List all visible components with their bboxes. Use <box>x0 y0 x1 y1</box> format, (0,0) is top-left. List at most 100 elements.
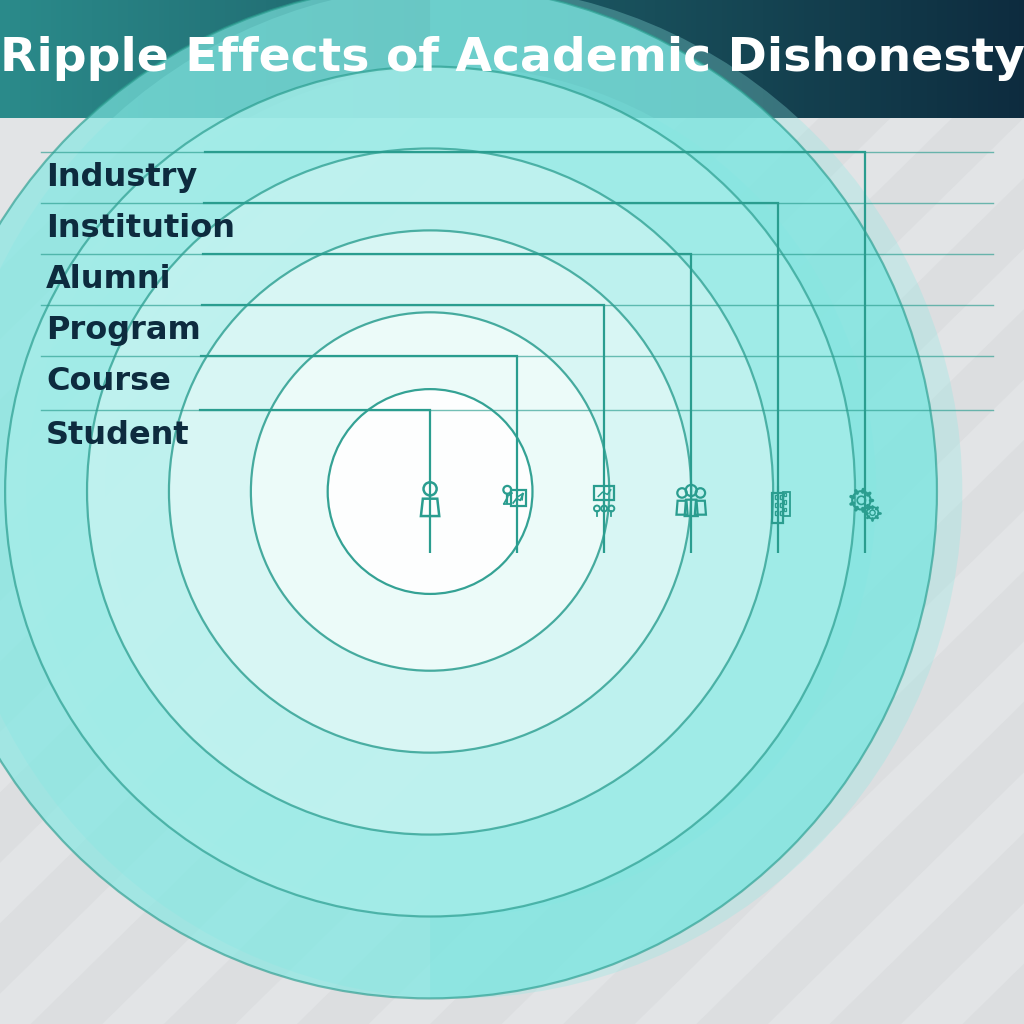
Bar <box>481 0 486 118</box>
Circle shape <box>104 148 791 835</box>
Bar <box>241 0 246 118</box>
Bar <box>266 0 271 118</box>
Polygon shape <box>297 118 1024 1024</box>
Bar <box>384 0 389 118</box>
Polygon shape <box>164 118 1024 1024</box>
Polygon shape <box>430 148 773 835</box>
Bar <box>189 0 195 118</box>
Bar <box>230 0 236 118</box>
Bar <box>256 0 261 118</box>
Polygon shape <box>0 118 492 1024</box>
Polygon shape <box>563 118 1024 1024</box>
Bar <box>640 0 645 118</box>
Bar <box>476 0 481 118</box>
Text: Course: Course <box>46 367 171 397</box>
Bar <box>604 0 609 118</box>
Circle shape <box>0 0 963 998</box>
Polygon shape <box>0 118 891 1024</box>
Bar <box>420 0 425 118</box>
Circle shape <box>169 230 691 753</box>
Bar <box>1004 0 1009 118</box>
Bar <box>794 0 799 118</box>
Bar <box>56 0 61 118</box>
Bar <box>312 0 317 118</box>
Bar <box>876 0 881 118</box>
Bar <box>891 0 896 118</box>
Bar <box>645 0 650 118</box>
Bar <box>850 0 855 118</box>
Bar <box>932 0 937 118</box>
Bar <box>780 495 782 499</box>
Bar <box>671 0 676 118</box>
Bar <box>5 0 10 118</box>
Bar <box>775 511 777 515</box>
Bar <box>594 486 614 500</box>
Bar <box>92 0 97 118</box>
Bar <box>466 0 471 118</box>
Bar <box>775 495 777 499</box>
Bar <box>784 501 786 504</box>
Bar <box>609 0 614 118</box>
Circle shape <box>182 230 705 753</box>
Polygon shape <box>0 118 625 1024</box>
Bar <box>814 0 819 118</box>
Bar <box>292 0 297 118</box>
Bar <box>691 0 696 118</box>
Bar <box>573 0 579 118</box>
Bar <box>184 0 189 118</box>
Bar <box>456 0 461 118</box>
Bar <box>681 0 686 118</box>
Polygon shape <box>963 118 1024 1024</box>
Bar <box>123 0 128 118</box>
Bar <box>102 0 108 118</box>
Polygon shape <box>696 118 1024 1024</box>
Bar <box>113 0 118 118</box>
Bar <box>947 0 952 118</box>
Bar <box>210 0 215 118</box>
Text: Student: Student <box>46 420 189 451</box>
Bar <box>522 0 527 118</box>
Bar <box>251 0 256 118</box>
Bar <box>297 0 302 118</box>
Bar <box>369 0 374 118</box>
Bar <box>507 0 512 118</box>
Bar <box>486 0 492 118</box>
Bar <box>772 494 782 522</box>
Bar <box>430 0 435 118</box>
Bar <box>236 0 241 118</box>
Bar <box>118 0 123 118</box>
Bar <box>261 0 266 118</box>
Bar <box>404 0 410 118</box>
Bar <box>333 0 338 118</box>
Bar <box>809 0 814 118</box>
Bar <box>553 0 558 118</box>
Bar <box>998 0 1004 118</box>
Bar <box>788 0 794 118</box>
Bar <box>82 0 87 118</box>
Bar <box>783 0 788 118</box>
Bar <box>492 0 497 118</box>
Bar <box>532 0 538 118</box>
Bar <box>901 0 906 118</box>
Bar <box>568 0 573 118</box>
Bar <box>620 0 625 118</box>
Bar <box>840 0 845 118</box>
Bar <box>169 0 174 118</box>
Bar <box>517 0 522 118</box>
Bar <box>67 0 72 118</box>
Bar <box>0 0 5 118</box>
Bar <box>635 0 640 118</box>
Bar <box>174 0 179 118</box>
Bar <box>758 0 763 118</box>
Circle shape <box>87 148 773 835</box>
Bar <box>389 0 394 118</box>
Bar <box>845 0 850 118</box>
Bar <box>271 0 276 118</box>
Bar <box>317 0 323 118</box>
Bar <box>246 0 251 118</box>
Bar <box>61 0 67 118</box>
Polygon shape <box>430 118 1024 1024</box>
Bar <box>461 0 466 118</box>
Bar <box>563 0 568 118</box>
Bar <box>819 0 824 118</box>
